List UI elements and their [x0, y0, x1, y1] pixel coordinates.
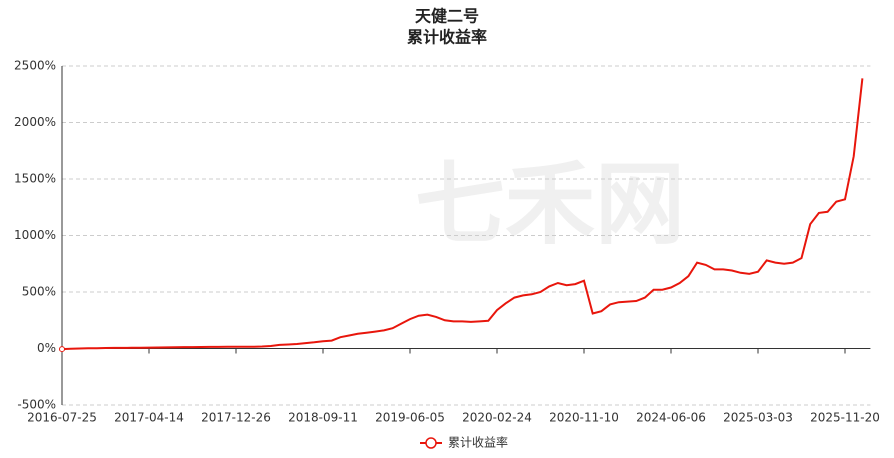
watermark: 七禾网: [415, 152, 685, 257]
x-tick-label: 2025-11-20: [810, 411, 880, 425]
legend-marker: [425, 437, 437, 449]
x-tick-label: 2025-03-03: [723, 411, 793, 425]
y-tick-label: 2000%: [14, 115, 56, 129]
start-marker: [59, 346, 65, 353]
y-tick-label: 0%: [37, 341, 56, 355]
x-tick-label: 2017-04-14: [114, 411, 184, 425]
x-tick-label: 2019-06-05: [375, 411, 445, 425]
y-tick-label: 1500%: [14, 172, 56, 186]
y-tick-label: 1000%: [14, 228, 56, 242]
legend-label: 累计收益率: [448, 435, 508, 450]
y-tick-label: 2500%: [14, 59, 56, 73]
x-tick-label: 2024-06-06: [636, 411, 706, 425]
series-line: [61, 78, 864, 351]
chart-title: 天健二号: [415, 7, 479, 26]
x-tick-label: 2018-09-11: [288, 411, 358, 425]
chart-subtitle: 累计收益率: [407, 28, 487, 47]
y-tick-label: 500%: [22, 285, 56, 299]
x-tick-label: 2017-12-26: [201, 411, 271, 425]
x-tick-label: 2020-11-10: [549, 411, 619, 425]
y-tick-label: -500%: [17, 398, 56, 412]
x-tick-label: 2016-07-25: [27, 411, 97, 425]
x-tick-label: 2020-02-24: [462, 411, 532, 425]
